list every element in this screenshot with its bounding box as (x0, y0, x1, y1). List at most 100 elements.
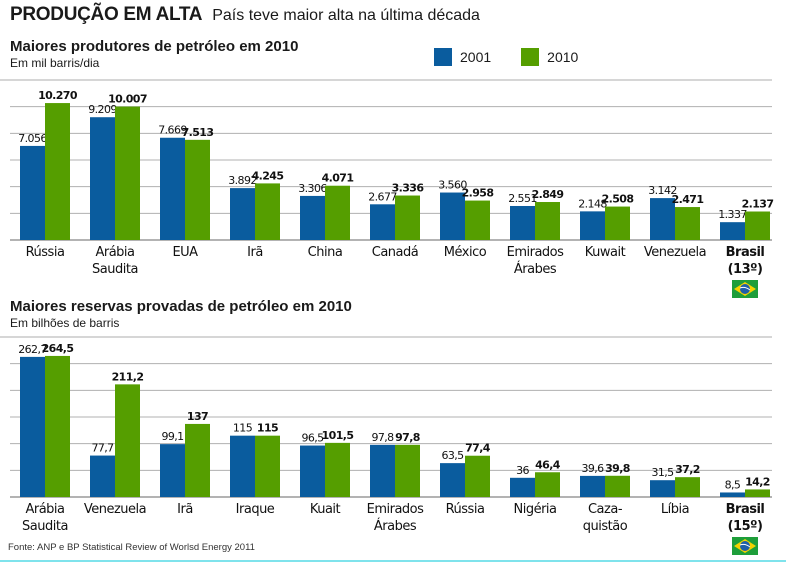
data-label-2001: 36 (516, 464, 529, 477)
bar-2001 (720, 222, 745, 240)
bar-2010 (185, 423, 210, 497)
bar-2001 (440, 463, 465, 497)
brazil-flag-icon (732, 537, 758, 555)
bar-2010 (325, 442, 350, 497)
bar-2001 (510, 205, 535, 240)
bar-2010 (535, 202, 560, 240)
data-label-2001: 7.669 (158, 124, 187, 137)
category-label: Iraque (236, 502, 275, 517)
bar-2010 (605, 475, 630, 497)
data-label-2001: 8,5 (725, 478, 741, 491)
bar-2010 (255, 435, 280, 497)
data-label-2010: 2.958 (462, 187, 494, 200)
category-label: Árabes (374, 518, 417, 534)
bar-2010 (745, 211, 770, 240)
bar-2010 (465, 200, 490, 240)
category-label: Brasil (726, 245, 765, 260)
data-label-2001: 115 (233, 422, 253, 435)
data-label-2010: 137 (187, 410, 208, 423)
data-label-2001: 96,5 (301, 432, 324, 445)
category-label: Emirados (507, 245, 565, 260)
data-label-2010: 46,4 (535, 458, 561, 471)
bar-2001 (650, 480, 675, 497)
bar-2001 (440, 192, 465, 240)
legend-swatch-2010 (521, 48, 540, 66)
bar-2001 (160, 444, 185, 497)
bar-2010 (115, 384, 140, 497)
bar-2001 (510, 477, 535, 497)
data-label-2010: 2.137 (742, 198, 774, 211)
data-label-2001: 1.337 (718, 208, 747, 221)
data-label-2010: 2.471 (672, 193, 704, 206)
data-label-2010: 211,2 (112, 370, 144, 383)
bar-2001 (20, 145, 45, 240)
category-label: Líbia (661, 502, 689, 517)
chart1-subtitle: Em mil barris/dia (10, 56, 100, 70)
bar-2001 (300, 445, 325, 497)
data-label-2001: 3.892 (228, 174, 257, 187)
category-label: Árabes (514, 261, 557, 277)
data-label-2001: 63,5 (441, 449, 464, 462)
bar-2001 (580, 475, 605, 497)
bar-2010 (115, 106, 140, 240)
bar-2001 (90, 455, 115, 497)
data-label-2010: 4.245 (252, 169, 284, 182)
category-label: Irã (177, 502, 193, 517)
data-label-2001: 31,5 (651, 466, 674, 479)
bar-2001 (300, 195, 325, 240)
category-label: Emirados (367, 502, 425, 517)
data-label-2010: 14,2 (745, 475, 770, 488)
data-label-2001: 3.142 (648, 184, 677, 197)
data-label-2001: 7.056 (18, 132, 47, 145)
data-label-2010: 2.508 (602, 193, 634, 206)
category-label: Venezuela (84, 502, 146, 517)
legend-label-2010: 2010 (547, 49, 579, 65)
bar-2010 (605, 206, 630, 240)
data-label-2010: 7.513 (182, 126, 214, 139)
source-note: Fonte: ANP e BP Statistical Review of Wo… (8, 542, 255, 553)
category-label: Arábia (95, 245, 134, 260)
legend-swatch-2001 (434, 48, 452, 66)
bar-2001 (20, 356, 45, 497)
bar-2001 (90, 117, 115, 240)
bar-2010 (675, 477, 700, 497)
category-label: China (308, 245, 343, 260)
legend-label-2001: 2001 (460, 49, 492, 65)
data-label-2001: 9.209 (88, 103, 117, 116)
data-label-2010: 37,2 (675, 463, 700, 476)
data-label-2010: 77,4 (465, 442, 491, 455)
bar-2001 (650, 198, 675, 240)
data-label-2001: 2.551 (508, 192, 537, 205)
data-label-2001: 99,1 (161, 430, 183, 443)
category-label: Nigéria (513, 502, 556, 517)
bar-2001 (160, 137, 185, 240)
data-label-2001: 77,7 (91, 442, 114, 455)
bar-2010 (255, 183, 280, 240)
data-label-2001: 97,8 (371, 431, 394, 444)
bottom-rule (0, 560, 786, 562)
data-label-2010: 101,5 (322, 429, 354, 442)
category-label: Canadá (372, 245, 418, 260)
category-label: (13º) (728, 262, 763, 277)
data-label-2010: 3.336 (392, 182, 425, 195)
bar-2010 (185, 139, 210, 240)
category-label: Kuait (310, 502, 341, 517)
category-label: EUA (172, 245, 198, 260)
data-label-2010: 39,8 (605, 462, 630, 475)
data-label-2010: 115 (257, 422, 278, 435)
data-label-2001: 262,7 (18, 343, 47, 356)
category-label: México (444, 245, 487, 260)
data-label-2001: 3.306 (298, 182, 327, 195)
category-label: Irã (247, 245, 263, 260)
bar-2001 (230, 435, 255, 497)
category-label: Rússia (26, 245, 65, 260)
data-label-2001: 2.148 (578, 197, 607, 210)
category-label: Caza- (588, 502, 623, 517)
bar-2001 (230, 188, 255, 240)
bar-2010 (535, 472, 560, 497)
category-label: Rússia (446, 502, 485, 517)
bar-2001 (580, 211, 605, 240)
bar-2010 (325, 185, 350, 240)
bar-2001 (370, 444, 395, 497)
bar-2010 (45, 103, 70, 240)
